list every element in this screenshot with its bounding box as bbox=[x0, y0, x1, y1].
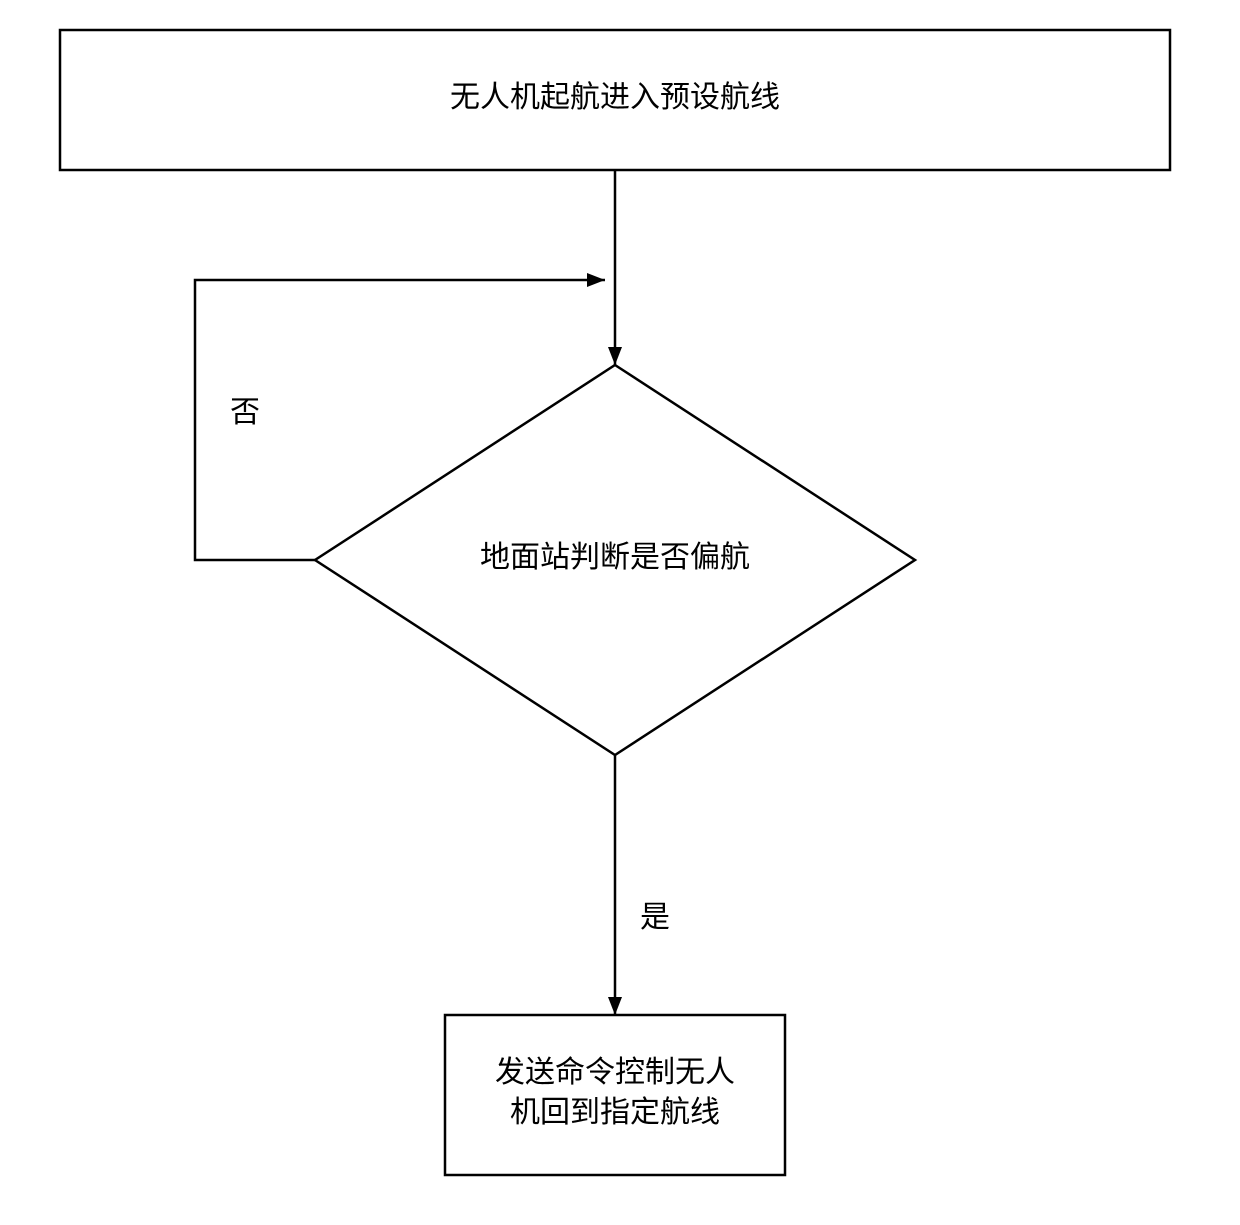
node-start: 无人机起航进入预设航线 bbox=[60, 30, 1170, 170]
node-decision-label: 地面站判断是否偏航 bbox=[480, 541, 750, 574]
node-start-label: 无人机起航进入预设航线 bbox=[450, 81, 780, 114]
node-action-label-line1: 发送命令控制无人 bbox=[495, 1056, 735, 1089]
node-action-label-line2: 机回到指定航线 bbox=[510, 1096, 720, 1129]
edge-label-yes_down: 是 bbox=[640, 901, 670, 934]
edge-start_to_decision bbox=[608, 170, 622, 365]
node-action: 发送命令控制无人机回到指定航线 bbox=[445, 1015, 785, 1175]
edge-label-no_loop: 否 bbox=[230, 396, 260, 429]
node-decision: 地面站判断是否偏航 bbox=[315, 365, 915, 755]
edge-yes_down: 是 bbox=[608, 755, 670, 1015]
